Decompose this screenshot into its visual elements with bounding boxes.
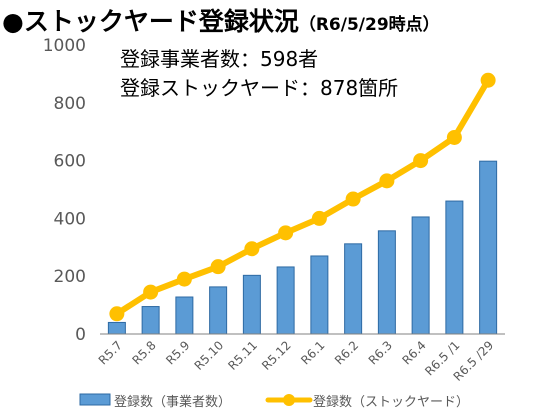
- line-point: [413, 153, 429, 169]
- line-point: [244, 241, 260, 257]
- y-axis: 0 200 400 600 800 1000: [43, 36, 86, 345]
- line-point: [311, 210, 327, 226]
- x-tick-label: R6.2: [332, 338, 361, 367]
- line-point: [379, 173, 395, 189]
- bar-series: [107, 160, 498, 335]
- bar: [411, 216, 430, 335]
- line-series: [109, 72, 496, 322]
- x-tick-label: R5.11: [225, 338, 260, 373]
- y-tick-label: 800: [54, 94, 86, 114]
- x-tick-label: R6.3: [366, 338, 395, 367]
- x-tick-label: R5.12: [259, 338, 294, 373]
- y-tick-label: 200: [54, 267, 86, 287]
- bar: [141, 306, 160, 335]
- line-point: [480, 72, 496, 88]
- line-point: [345, 191, 361, 207]
- chart-subtitle: （R6/5/29時点）: [298, 15, 440, 35]
- line-point: [210, 259, 226, 275]
- series-line: [113, 77, 492, 317]
- chart-title: ●ストックヤード登録状況: [2, 7, 299, 36]
- line-point: [176, 271, 192, 287]
- bar: [107, 321, 126, 335]
- bar: [310, 255, 329, 335]
- legend-label-line: 登録数（ストックヤード）: [313, 395, 469, 410]
- annotation-text: 登録事業者数：598者: [120, 47, 318, 71]
- bar: [242, 274, 261, 335]
- bar: [175, 296, 194, 335]
- bar: [276, 266, 295, 335]
- bar: [479, 160, 498, 335]
- x-tick-label: R5.7: [96, 338, 125, 367]
- line-point: [446, 129, 462, 145]
- bar: [445, 200, 464, 335]
- line-point: [143, 284, 159, 300]
- line-point: [278, 225, 294, 241]
- legend: 登録数（事業者数） 登録数（ストックヤード）: [79, 393, 469, 410]
- bar: [377, 230, 396, 335]
- annotation-text: 登録ストックヤード：878箇所: [120, 76, 398, 100]
- y-tick-label: 400: [54, 209, 86, 229]
- x-tick-label: R5.10: [192, 338, 227, 373]
- bar: [344, 243, 363, 335]
- legend-marker-line: [283, 394, 295, 406]
- legend-swatch-bar: [79, 393, 111, 406]
- legend-label-bar: 登録数（事業者数）: [114, 394, 231, 410]
- y-tick-label: 600: [54, 152, 86, 172]
- x-tick-label: R6.1: [298, 338, 327, 367]
- x-tick-label: R5.8: [129, 338, 158, 367]
- x-axis: R5.7 R5.8 R5.9 R5.10 R5.11 R5.12 R6.1 R6.2 R6.3 R…: [96, 338, 497, 384]
- y-tick-label: 0: [75, 325, 86, 345]
- x-tick-label: R6.4: [399, 338, 428, 367]
- y-tick-label: 1000: [43, 36, 86, 56]
- chart-title-block: ●ストックヤード登録状況（R6/5/29時点）: [2, 2, 440, 38]
- bar: [209, 286, 228, 335]
- x-tick-label: R5.9: [163, 338, 192, 367]
- line-point: [109, 306, 125, 322]
